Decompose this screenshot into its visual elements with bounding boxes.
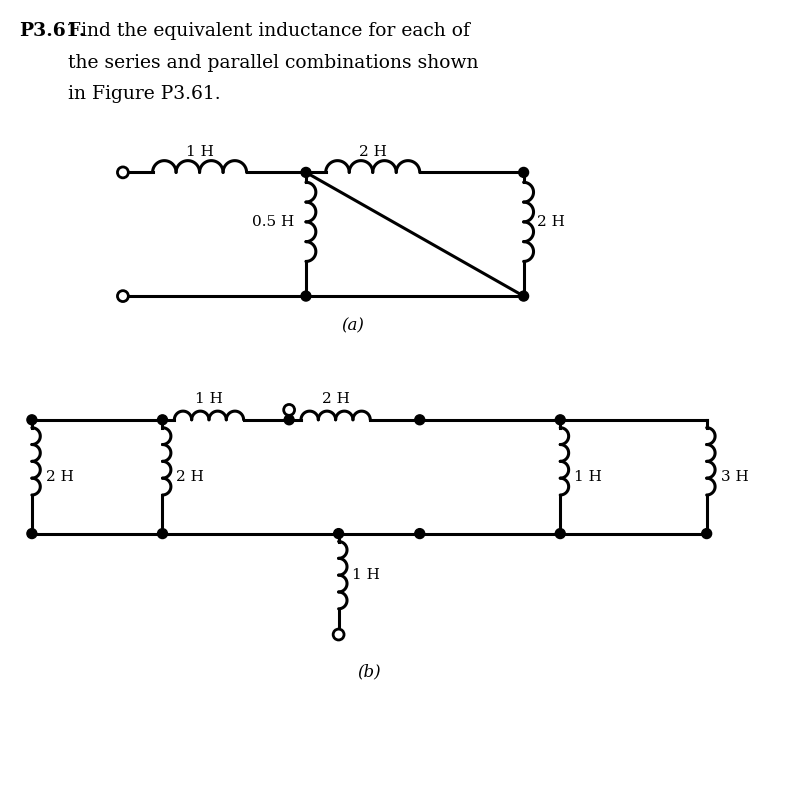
Circle shape bbox=[157, 529, 167, 538]
Text: Find the equivalent inductance for each of: Find the equivalent inductance for each … bbox=[69, 22, 470, 40]
Text: in Figure P3.61.: in Figure P3.61. bbox=[69, 86, 221, 103]
Circle shape bbox=[301, 167, 311, 178]
Text: P3.61.: P3.61. bbox=[19, 22, 85, 40]
Circle shape bbox=[519, 291, 529, 301]
Text: 3 H: 3 H bbox=[720, 470, 748, 484]
Circle shape bbox=[284, 405, 295, 415]
Circle shape bbox=[555, 529, 565, 538]
Text: 2 H: 2 H bbox=[46, 470, 73, 484]
Circle shape bbox=[702, 529, 712, 538]
Text: 2 H: 2 H bbox=[322, 392, 349, 406]
Text: 1 H: 1 H bbox=[352, 568, 380, 582]
Circle shape bbox=[157, 415, 167, 425]
Circle shape bbox=[333, 629, 344, 640]
Circle shape bbox=[118, 290, 128, 302]
Circle shape bbox=[118, 167, 128, 178]
Circle shape bbox=[27, 415, 37, 425]
Circle shape bbox=[301, 291, 311, 301]
Circle shape bbox=[415, 529, 425, 538]
Text: (b): (b) bbox=[357, 663, 381, 680]
Circle shape bbox=[415, 415, 425, 425]
Text: 1 H: 1 H bbox=[574, 470, 602, 484]
Text: the series and parallel combinations shown: the series and parallel combinations sho… bbox=[69, 54, 479, 72]
Text: 2 H: 2 H bbox=[537, 215, 566, 229]
Circle shape bbox=[27, 529, 37, 538]
Text: 0.5 H: 0.5 H bbox=[252, 215, 294, 229]
Circle shape bbox=[519, 167, 529, 178]
Text: (a): (a) bbox=[341, 318, 364, 335]
Text: 1 H: 1 H bbox=[195, 392, 223, 406]
Circle shape bbox=[284, 415, 294, 425]
Circle shape bbox=[555, 415, 565, 425]
Text: 1 H: 1 H bbox=[186, 145, 213, 158]
Circle shape bbox=[333, 529, 344, 538]
Text: 2 H: 2 H bbox=[176, 470, 204, 484]
Text: 2 H: 2 H bbox=[359, 145, 386, 158]
